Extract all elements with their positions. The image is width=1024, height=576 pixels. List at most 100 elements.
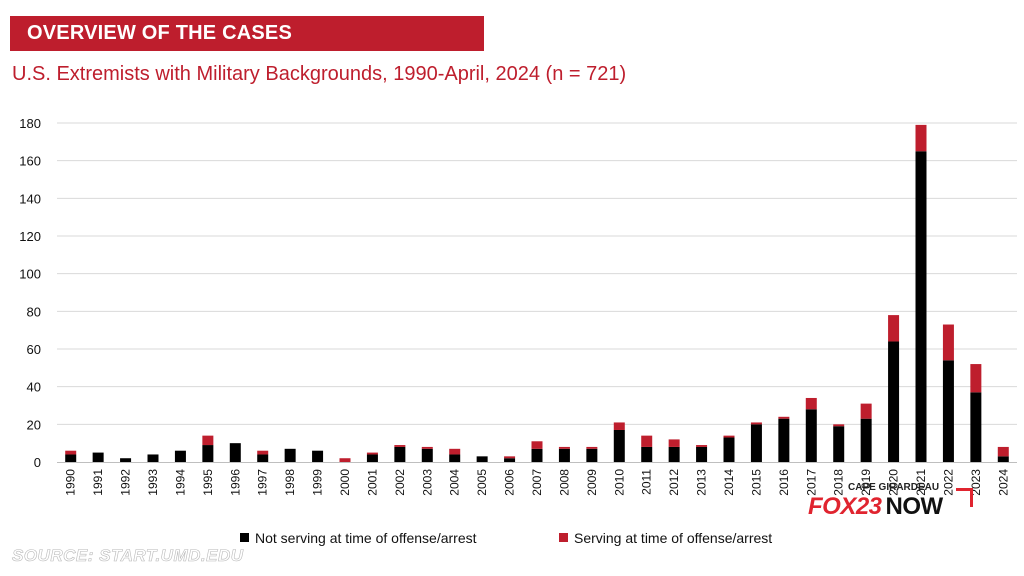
bar-not-serving-2019 [860, 418, 872, 462]
x-tick-label-2020: 2020 [887, 469, 901, 496]
bar-serving-2007 [531, 441, 543, 449]
x-tick-label-2009: 2009 [585, 469, 599, 496]
bar-not-serving-1992 [120, 458, 132, 462]
x-axis-ticks: 1990 1991 1992 1993 1994 1995 1996 1997 1998 1999… [64, 469, 1011, 496]
x-tick-label-1995: 1995 [201, 469, 215, 496]
x-tick-label-1996: 1996 [228, 469, 242, 496]
bar-serving-2010 [613, 422, 625, 430]
bar-not-serving-2005 [476, 456, 488, 462]
bar-not-serving-1997 [257, 454, 269, 462]
logo-now-text: NOW [885, 493, 944, 520]
bar-serving-2001 [366, 452, 378, 455]
legend-label-serving: Serving at time of offense/arrest [574, 530, 773, 546]
section-banner: OVERVIEW OF THE CASES [10, 16, 484, 51]
x-tick-label-2003: 2003 [420, 469, 434, 496]
logo-cape-girardeau-text: CAPE GIRARDEAU [848, 482, 940, 493]
x-tick-label-1997: 1997 [256, 469, 270, 496]
y-tick-label-80: 80 [27, 304, 41, 319]
x-tick-label-2012: 2012 [667, 469, 681, 496]
x-tick-label-2019: 2019 [859, 469, 873, 496]
x-tick-label-2014: 2014 [722, 469, 736, 496]
legend-item-serving: Serving at time of offense/arrest [559, 530, 772, 546]
x-tick-label-2001: 2001 [365, 469, 379, 496]
bar-serving-2008 [558, 446, 570, 449]
bar-serving-2016 [778, 416, 790, 419]
bar-serving-1995 [202, 435, 214, 446]
bar-not-serving-2010 [613, 429, 625, 462]
chart-bars [65, 124, 1009, 462]
x-tick-label-2000: 2000 [338, 469, 352, 496]
bar-serving-2019 [860, 403, 872, 419]
bar-serving-2011 [641, 435, 653, 447]
x-tick-label-1998: 1998 [283, 469, 297, 496]
bar-not-serving-1994 [174, 450, 186, 462]
x-tick-label-1990: 1990 [64, 469, 78, 496]
x-tick-label-2015: 2015 [749, 469, 763, 496]
y-tick-label-20: 20 [27, 417, 41, 432]
chart-gridlines [57, 122, 1017, 425]
bar-not-serving-2002 [394, 446, 406, 462]
legend-swatch-serving [559, 533, 568, 542]
y-tick-label-40: 40 [27, 380, 41, 395]
x-tick-label-2007: 2007 [530, 469, 544, 496]
bar-serving-2020 [888, 315, 900, 342]
bar-serving-2014 [723, 435, 735, 438]
x-tick-label-2004: 2004 [448, 469, 462, 496]
x-tick-label-2010: 2010 [612, 469, 626, 496]
bar-not-serving-2011 [641, 446, 653, 462]
y-tick-label-60: 60 [27, 342, 41, 357]
bar-not-serving-2023 [970, 392, 982, 462]
bar-serving-2015 [750, 422, 762, 425]
bar-not-serving-2024 [997, 456, 1009, 462]
source-credit: SOURCE: START.UMD.EDU [12, 546, 244, 566]
bar-not-serving-2008 [558, 448, 570, 462]
bar-serving-2002 [394, 445, 406, 447]
legend-item-not-serving: Not serving at time of offense/arrest [240, 530, 477, 546]
bar-serving-2012 [668, 439, 680, 447]
bar-not-serving-2006 [504, 458, 516, 462]
bar-serving-2022 [942, 324, 954, 361]
bar-serving-2017 [805, 397, 817, 410]
x-tick-label-2006: 2006 [503, 469, 517, 496]
bar-not-serving-2013 [696, 446, 708, 462]
bar-not-serving-2017 [805, 409, 817, 462]
bar-serving-1990 [65, 450, 77, 455]
x-tick-label-1991: 1991 [91, 469, 105, 496]
bar-serving-2013 [696, 445, 708, 447]
bar-serving-2018 [833, 424, 845, 427]
bar-not-serving-2001 [366, 454, 378, 462]
x-tick-label-1993: 1993 [146, 469, 160, 496]
x-tick-label-2005: 2005 [475, 469, 489, 496]
bar-not-serving-1995 [202, 445, 214, 462]
bar-not-serving-1991 [92, 452, 104, 462]
y-tick-label-140: 140 [19, 191, 41, 206]
y-tick-label-0: 0 [34, 455, 41, 470]
x-tick-label-2016: 2016 [777, 469, 791, 496]
x-tick-label-2002: 2002 [393, 469, 407, 496]
x-tick-label-2021: 2021 [914, 469, 928, 496]
bar-not-serving-2021 [915, 151, 927, 462]
x-tick-label-1999: 1999 [311, 469, 325, 496]
bar-not-serving-2003 [421, 448, 433, 462]
x-tick-label-2011: 2011 [640, 469, 654, 495]
bar-serving-2004 [449, 448, 461, 455]
y-tick-label-120: 120 [19, 229, 41, 244]
y-tick-label-180: 180 [19, 116, 41, 131]
bar-serving-2003 [421, 446, 433, 449]
bar-not-serving-2018 [833, 426, 845, 462]
bar-not-serving-1998 [284, 448, 296, 462]
x-tick-label-1992: 1992 [119, 469, 133, 496]
x-tick-label-2017: 2017 [804, 469, 818, 496]
x-tick-label-1994: 1994 [173, 469, 187, 496]
bar-not-serving-2007 [531, 448, 543, 462]
bar-serving-1997 [257, 450, 269, 455]
y-axis-ticks: 0 20 40 60 80 100 120 140 160 180 [19, 116, 41, 470]
bar-not-serving-2004 [449, 454, 461, 462]
x-tick-label-2022: 2022 [941, 469, 955, 496]
x-tick-label-2024: 2024 [996, 469, 1010, 496]
bar-not-serving-1990 [65, 454, 77, 462]
bar-serving-2023 [970, 364, 982, 393]
bar-not-serving-2022 [942, 360, 954, 462]
bar-serving-2021 [915, 124, 927, 152]
